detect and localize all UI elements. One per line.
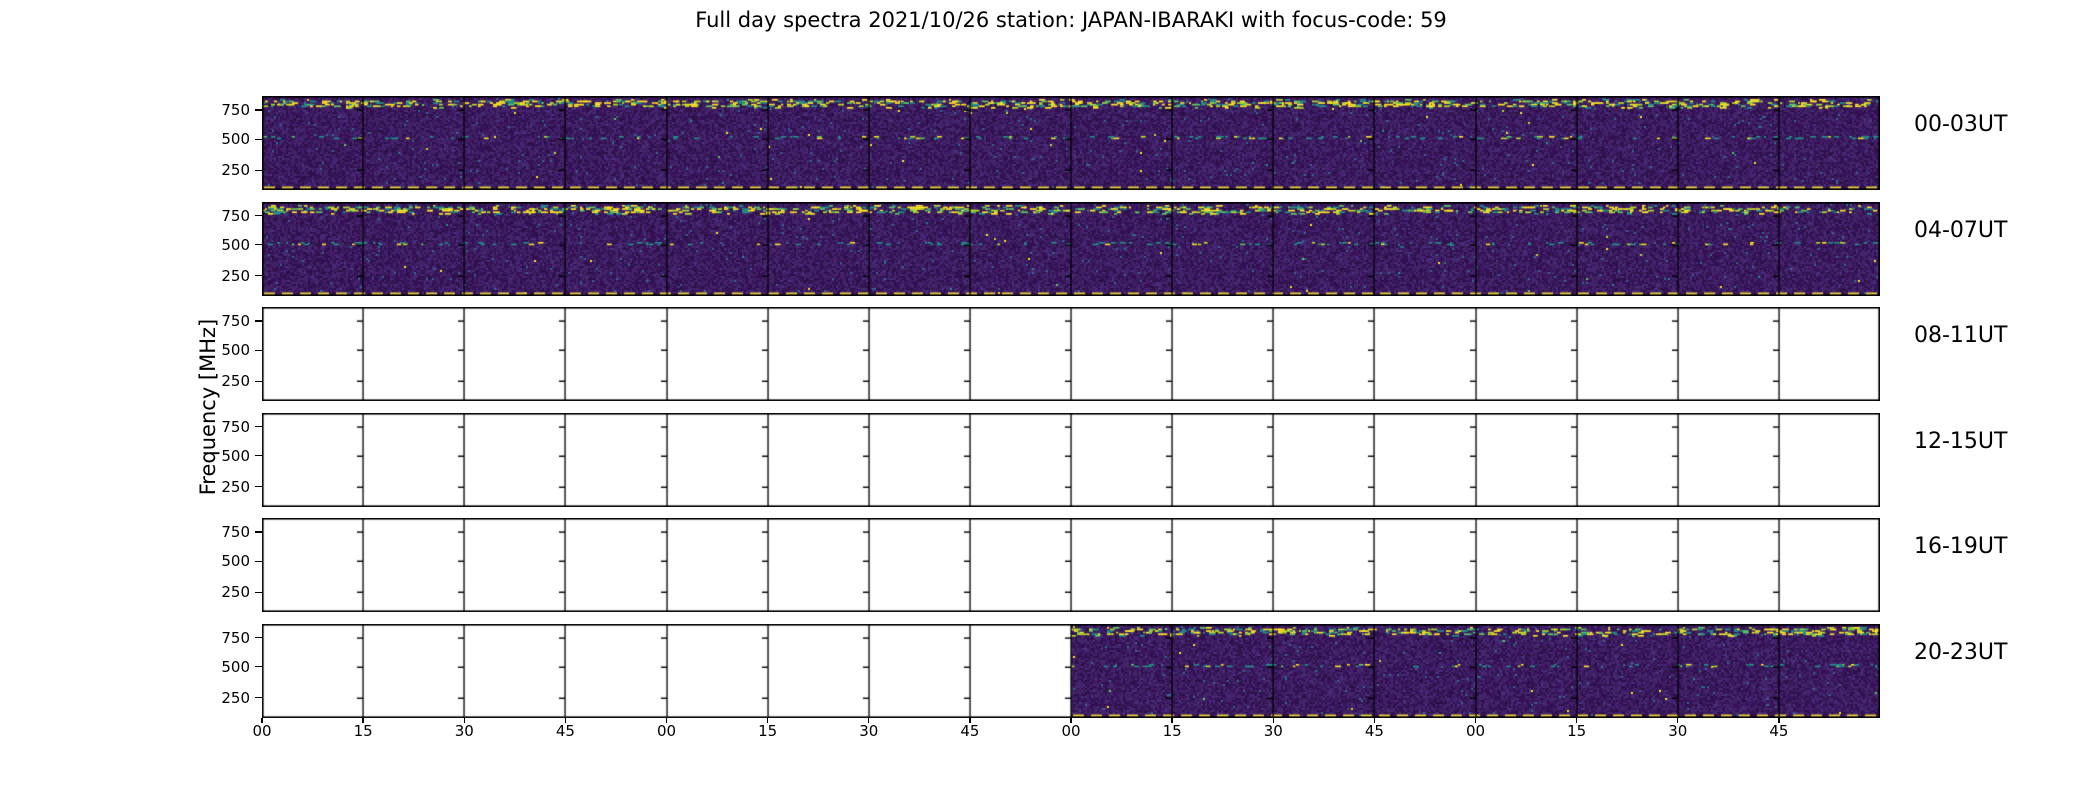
x-tick-label: 45 <box>1364 722 1384 740</box>
x-tick-label: 00 <box>252 722 272 740</box>
spectrogram-panel-20-23UT <box>262 623 1880 718</box>
y-tick-label: 500 <box>221 446 250 465</box>
y-tick-label: 250 <box>221 477 250 496</box>
y-tick-label: 250 <box>221 372 250 391</box>
y-tick-label: 750 <box>221 101 250 120</box>
x-tick-mark <box>969 717 971 723</box>
y-tick-label: 750 <box>221 628 250 647</box>
spectrogram-panel-16-19UT <box>262 518 1880 612</box>
x-tick-mark <box>362 717 364 723</box>
x-tick-label: 00 <box>1061 722 1081 740</box>
y-tick-mark <box>255 636 262 639</box>
row-label-16-19UT: 16-19UT <box>1914 534 2008 559</box>
x-tick-mark <box>1474 717 1477 723</box>
y-tick-mark <box>255 531 262 533</box>
y-tick-label: 500 <box>221 235 250 254</box>
y-tick-mark <box>255 169 262 171</box>
x-tick-label: 45 <box>1769 722 1789 740</box>
x-tick-label: 00 <box>656 722 677 740</box>
x-tick-mark <box>766 717 769 723</box>
y-tick-label: 250 <box>221 161 250 180</box>
row-label-12-15UT: 12-15UT <box>1914 428 2008 454</box>
x-tick-label: 00 <box>1465 722 1486 740</box>
y-tick-mark <box>255 486 262 488</box>
y-tick-mark <box>255 560 262 562</box>
y-tick-label: 750 <box>221 312 250 331</box>
y-tick-label: 500 <box>221 657 250 676</box>
y-tick-mark <box>255 320 262 322</box>
y-tick-label: 750 <box>221 417 250 436</box>
row-label-00-03UT: 00-03UT <box>1914 112 2008 137</box>
row-label-04-07UT: 04-07UT <box>1914 217 2008 243</box>
y-tick-mark <box>255 666 262 668</box>
y-tick-label: 250 <box>221 583 250 602</box>
y-tick-mark <box>255 591 262 593</box>
x-tick-mark <box>1070 717 1072 723</box>
x-tick-label: 30 <box>454 722 474 740</box>
spectrogram-panel-08-11UT <box>262 307 1880 401</box>
x-tick-mark <box>261 717 263 723</box>
y-tick-mark <box>255 380 262 382</box>
y-tick-label: 500 <box>221 130 250 149</box>
x-tick-label: 15 <box>353 722 373 740</box>
x-tick-mark <box>564 717 567 723</box>
y-tick-mark <box>255 425 262 428</box>
x-tick-label: 15 <box>1162 722 1182 740</box>
y-tick-label: 250 <box>221 688 250 707</box>
x-tick-label: 30 <box>859 722 879 740</box>
y-tick-mark <box>255 697 262 699</box>
x-tick-mark <box>1677 717 1679 723</box>
spectrogram-panel-00-03UT <box>262 96 1880 190</box>
x-tick-mark <box>1373 717 1376 723</box>
y-tick-label: 500 <box>221 341 250 360</box>
x-tick-mark <box>1778 717 1780 723</box>
figure-title: Full day spectra 2021/10/26 station: JAP… <box>695 8 1447 32</box>
x-tick-label: 15 <box>758 722 778 740</box>
y-tick-mark <box>255 244 262 246</box>
x-tick-label: 15 <box>1567 722 1587 740</box>
x-tick-mark <box>463 717 465 723</box>
y-tick-label: 750 <box>221 523 250 542</box>
y-tick-label: 750 <box>221 206 250 225</box>
y-tick-mark <box>255 455 262 457</box>
y-tick-mark <box>255 349 262 351</box>
spectrogram-panel-12-15UT <box>262 412 1880 507</box>
row-label-08-11UT: 08-11UT <box>1914 323 2008 348</box>
x-tick-label: 30 <box>1668 722 1688 740</box>
x-tick-mark <box>1575 717 1578 723</box>
y-tick-mark <box>255 109 262 111</box>
x-tick-mark <box>868 717 870 723</box>
y-tick-label: 500 <box>221 552 250 571</box>
spectrogram-panel-04-07UT <box>262 201 1880 296</box>
row-label-20-23UT: 20-23UT <box>1914 639 2008 665</box>
y-tick-mark <box>255 214 262 217</box>
x-tick-mark <box>665 717 668 723</box>
x-tick-mark <box>1272 717 1274 723</box>
x-tick-label: 30 <box>1263 722 1283 740</box>
x-tick-mark <box>1171 717 1173 723</box>
y-tick-mark <box>255 138 262 140</box>
x-tick-label: 45 <box>960 722 980 740</box>
y-tick-mark <box>255 275 262 277</box>
x-tick-label: 45 <box>555 722 575 740</box>
y-tick-label: 250 <box>221 266 250 285</box>
